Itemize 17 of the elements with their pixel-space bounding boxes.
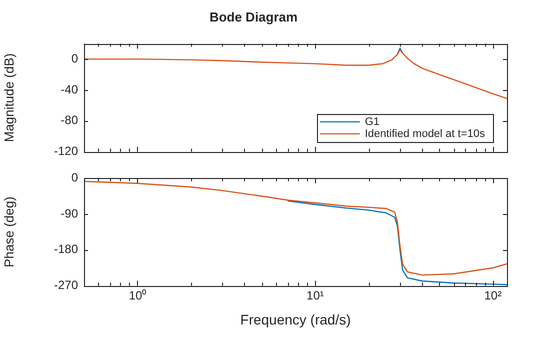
y-tick-label: -120 xyxy=(54,144,78,158)
x-tick-label: 10² xyxy=(484,288,502,302)
x-tick-label: 10¹ xyxy=(306,288,324,302)
y-tick-label: 0 xyxy=(71,51,78,66)
y-tick-label: 0 xyxy=(71,170,78,185)
x-tick-label: 10⁰ xyxy=(128,288,146,302)
chart-title: Bode Diagram xyxy=(209,9,298,24)
legend-label: Identified model at t=10s xyxy=(364,128,486,140)
y-tick-label: -80 xyxy=(60,113,78,128)
y-axis-title: Phase (deg) xyxy=(1,196,16,268)
y-axis-title: Magnitude (dB) xyxy=(1,53,16,142)
y-tick-label: -40 xyxy=(60,82,78,96)
x-axis-title: Frequency (rad/s) xyxy=(240,311,351,328)
legend-label: G1 xyxy=(364,116,380,128)
y-tick-label: -180 xyxy=(54,242,78,256)
y-tick-label: -270 xyxy=(54,278,78,292)
y-tick-label: -90 xyxy=(60,206,78,220)
